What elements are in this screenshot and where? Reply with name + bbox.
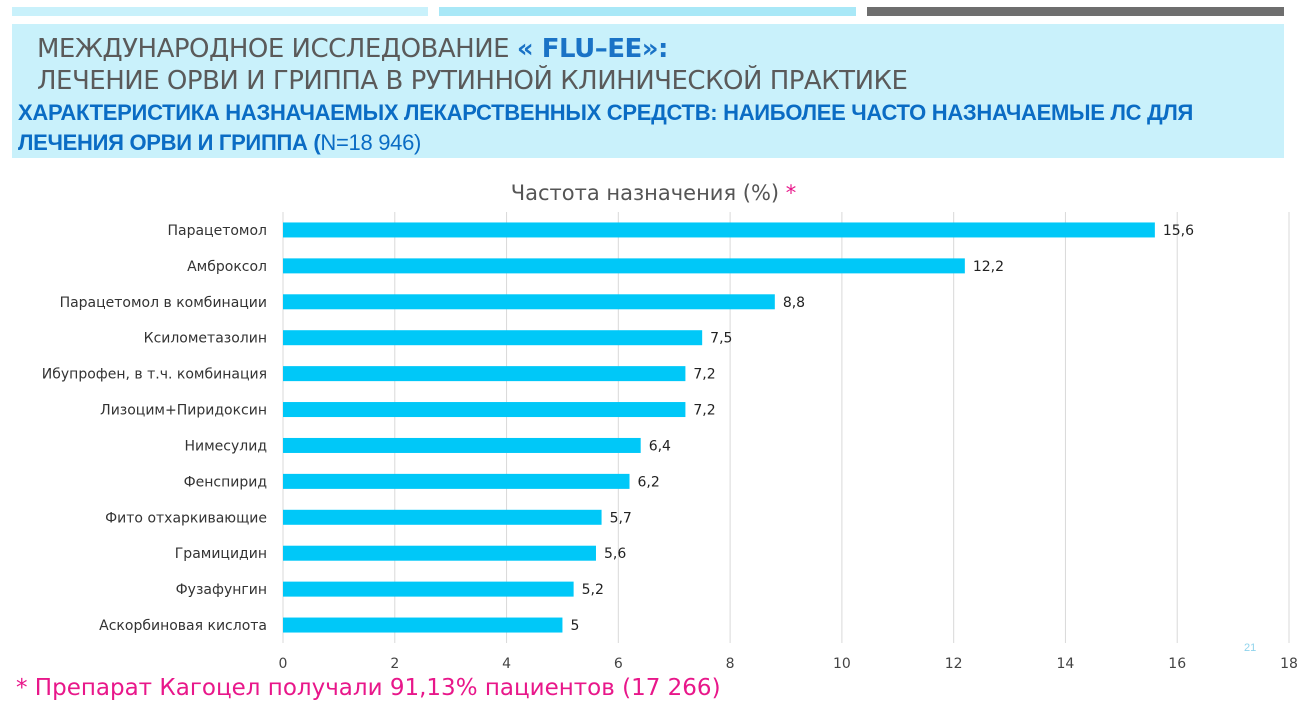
value-label-6: 6,4 [649,438,671,454]
bar-8 [283,509,602,525]
bar-0 [283,222,1155,238]
value-label-0: 15,6 [1163,223,1194,239]
x-tick-label-0: 0 [279,656,288,672]
slide-subtitle: ХАРАКТЕРИСТИКА НАЗНАЧАЕМЫХ ЛЕКАРСТВЕННЫХ… [18,98,1278,158]
header-title-line2: ЛЕЧЕНИЕ ОРВИ И ГРИППА В РУТИННОЙ КЛИНИЧЕ… [37,66,908,96]
bar-2 [283,294,775,310]
x-tick-label-1: 2 [390,656,399,672]
bar-5 [283,402,686,418]
category-label-5: Лизоцим+Пиридоксин [100,403,267,419]
subtitle-text: ХАРАКТЕРИСТИКА НАЗНАЧАЕМЫХ ЛЕКАРСТВЕННЫХ… [18,100,1194,155]
sample-size: N=18 946) [320,130,422,155]
value-label-9: 5,6 [604,546,626,562]
page-number: 21 [1244,642,1257,654]
value-label-5: 7,2 [693,403,715,419]
x-tick-label-9: 18 [1280,656,1298,672]
category-label-0: Парацетомол [167,223,267,239]
category-label-2: Парацетомол в комбинации [60,295,267,311]
value-label-2: 8,8 [783,295,805,311]
header-panel [12,24,1284,158]
category-label-8: Фито отхаркивающие [105,510,267,526]
category-label-6: Нимесулид [184,438,267,454]
bar-11 [283,617,563,633]
x-tick-label-4: 8 [726,656,735,672]
study-name: « FLU–EE»: [516,34,669,64]
category-label-4: Ибупрофен, в т.ч. комбинация [42,367,267,383]
header-title-line1: МЕЖДУНАРОДНОЕ ИССЛЕДОВАНИЕ « FLU–EE»: [37,34,668,64]
bar-1 [283,258,965,274]
bar-10 [283,581,574,597]
category-label-3: Ксилометазолин [144,331,267,347]
value-label-8: 5,7 [610,510,632,526]
chart-title-marker: * [785,181,797,205]
x-tick-label-2: 4 [502,656,511,672]
chart-title: Частота назначения (%) * [0,181,1307,205]
bar-3 [283,330,703,346]
top-accent-bar-1 [12,7,428,16]
category-label-11: Аскорбиновая кислота [99,618,267,634]
chart-title-text: Частота назначения (%) [510,181,780,205]
value-label-1: 12,2 [973,259,1004,275]
value-label-4: 7,2 [693,367,715,383]
header-title-prefix: МЕЖДУНАРОДНОЕ ИССЛЕДОВАНИЕ [37,34,517,64]
footnote: * Препарат Кагоцел получали 91,13% пацие… [16,675,721,701]
x-tick-label-7: 14 [1057,656,1075,672]
bar-9 [283,545,596,561]
x-tick-label-5: 10 [833,656,851,672]
value-label-10: 5,2 [582,582,604,598]
top-accent-bar-2 [439,7,856,16]
category-label-10: Фузафунгин [176,582,267,598]
category-label-1: Амброксол [187,259,267,275]
bar-7 [283,473,630,489]
category-label-9: Грамицидин [175,546,267,562]
bar-6 [283,437,641,453]
value-label-3: 7,5 [710,331,732,347]
bar-4 [283,366,686,382]
value-label-11: 5 [570,618,579,634]
x-tick-label-6: 12 [945,656,963,672]
x-tick-label-8: 16 [1168,656,1186,672]
x-tick-label-3: 6 [614,656,623,672]
top-accent-bar-3 [867,7,1284,16]
value-label-7: 6,2 [638,474,660,490]
category-label-7: Фенспирид [184,474,267,490]
